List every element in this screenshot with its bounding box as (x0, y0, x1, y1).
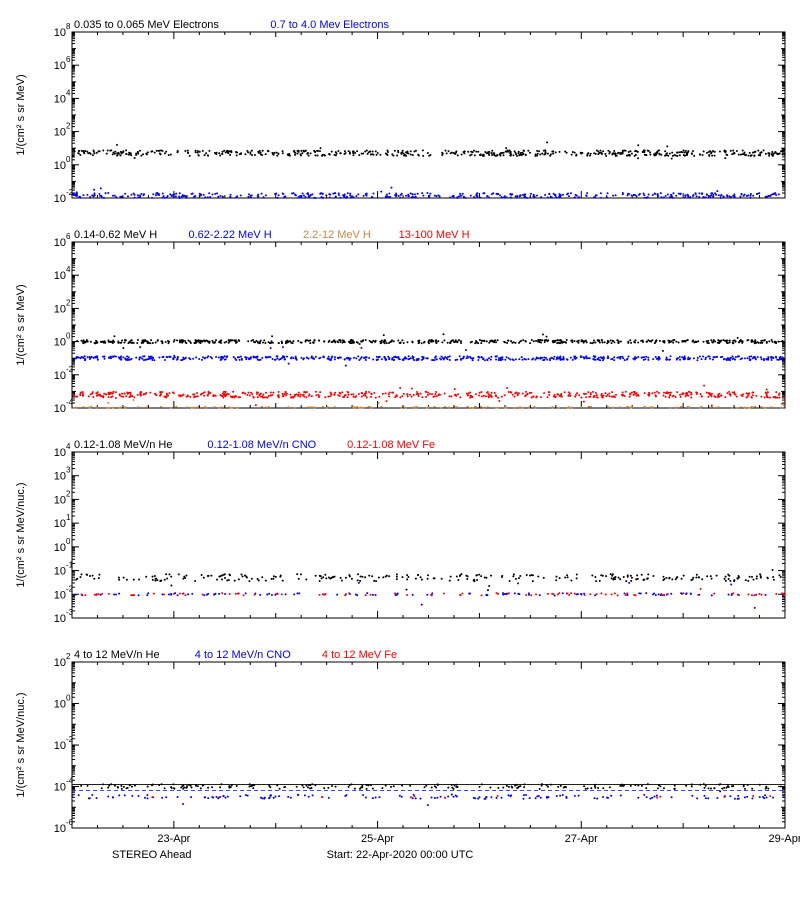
footer-left: STEREO Ahead (112, 849, 192, 861)
svg-text:10: 10 (54, 782, 66, 794)
footer-center: Start: 22-Apr-2020 00:00 UTC (327, 849, 474, 861)
legend-item: 0.7 to 4.0 Mev Electrons (270, 19, 389, 31)
legend-item: 4 to 12 MeV/n He (74, 649, 160, 661)
svg-text:-4: -4 (66, 398, 74, 407)
legend-item: 4 to 12 MeV/n CNO (195, 649, 291, 661)
legend-item: 4 to 12 MeV Fe (322, 649, 397, 661)
svg-text:2: 2 (66, 122, 71, 131)
y-axis-label: 1/(cm² s sr MeV) (15, 284, 27, 365)
svg-text:10: 10 (54, 542, 66, 554)
svg-text:10: 10 (54, 518, 66, 530)
svg-text:-1: -1 (66, 561, 74, 570)
svg-text:1: 1 (66, 513, 71, 522)
svg-text:4: 4 (66, 88, 71, 97)
svg-text:10: 10 (54, 193, 66, 205)
svg-text:10: 10 (54, 699, 66, 711)
svg-text:10: 10 (54, 337, 66, 349)
svg-text:2: 2 (66, 298, 71, 307)
svg-text:10: 10 (54, 60, 66, 72)
legend-item: 0.12-1.08 MeV Fe (347, 439, 435, 451)
svg-text:3: 3 (66, 466, 71, 475)
svg-text:-3: -3 (66, 608, 74, 617)
chart-svg: 0.035 to 0.065 MeV Electrons 0.7 to 4.0 M… (0, 0, 800, 900)
svg-text:10: 10 (54, 613, 66, 625)
x-tick-label: 25-Apr (361, 833, 394, 845)
legend-item: 2.2-12 MeV H (303, 229, 371, 241)
svg-text:10: 10 (54, 589, 66, 601)
svg-text:10: 10 (54, 370, 66, 382)
svg-text:-2: -2 (66, 584, 74, 593)
svg-text:0: 0 (66, 537, 71, 546)
svg-text:10: 10 (54, 270, 66, 282)
svg-text:-2: -2 (66, 188, 74, 197)
y-axis-label: 1/(cm² s sr MeV/nuc.) (15, 692, 27, 797)
x-tick-label: 29-Apr (768, 833, 800, 845)
svg-text:10: 10 (54, 471, 66, 483)
svg-text:10: 10 (54, 303, 66, 315)
plot-box (72, 662, 785, 828)
svg-text:6: 6 (66, 232, 71, 241)
multi-panel-chart: 0.035 to 0.065 MeV Electrons 0.7 to 4.0 M… (0, 0, 800, 900)
svg-text:10: 10 (54, 494, 66, 506)
x-tick-label: 27-Apr (565, 833, 598, 845)
svg-text:8: 8 (66, 22, 71, 31)
svg-text:10: 10 (54, 740, 66, 752)
legend-item: 0.12-1.08 MeV/n CNO (207, 439, 316, 451)
svg-text:4: 4 (66, 442, 71, 451)
svg-text:10: 10 (54, 127, 66, 139)
legend-item: 0.14-0.62 MeV H (74, 229, 157, 241)
svg-text:10: 10 (54, 566, 66, 578)
svg-text:0: 0 (66, 155, 71, 164)
legend-item: 0.62-2.22 MeV H (189, 229, 272, 241)
y-axis-label: 1/(cm² s sr MeV/nuc.) (15, 482, 27, 587)
svg-text:0: 0 (66, 332, 71, 341)
svg-text:10: 10 (54, 93, 66, 105)
svg-text:-2: -2 (66, 365, 74, 374)
legend-item: 13-100 MeV H (399, 229, 470, 241)
x-tick-label: 23-Apr (157, 833, 190, 845)
legend-item: 0.12-1.08 MeV/n He (74, 439, 172, 451)
svg-text:0: 0 (66, 694, 71, 703)
plot-box (72, 242, 785, 408)
legend-item: 0.035 to 0.065 MeV Electrons (74, 19, 219, 31)
svg-text:10: 10 (54, 403, 66, 415)
y-axis-label: 1/(cm² s sr MeV) (15, 74, 27, 155)
svg-text:6: 6 (66, 55, 71, 64)
svg-text:10: 10 (54, 27, 66, 39)
svg-text:2: 2 (66, 652, 71, 661)
svg-text:10: 10 (54, 160, 66, 172)
plot-box (72, 452, 785, 618)
svg-text:10: 10 (54, 237, 66, 249)
svg-text:4: 4 (66, 265, 71, 274)
svg-text:-6: -6 (66, 818, 74, 827)
svg-text:10: 10 (54, 657, 66, 669)
svg-text:-2: -2 (66, 735, 74, 744)
svg-text:2: 2 (66, 489, 71, 498)
svg-text:10: 10 (54, 823, 66, 835)
plot-box (72, 32, 785, 198)
svg-text:10: 10 (54, 447, 66, 459)
